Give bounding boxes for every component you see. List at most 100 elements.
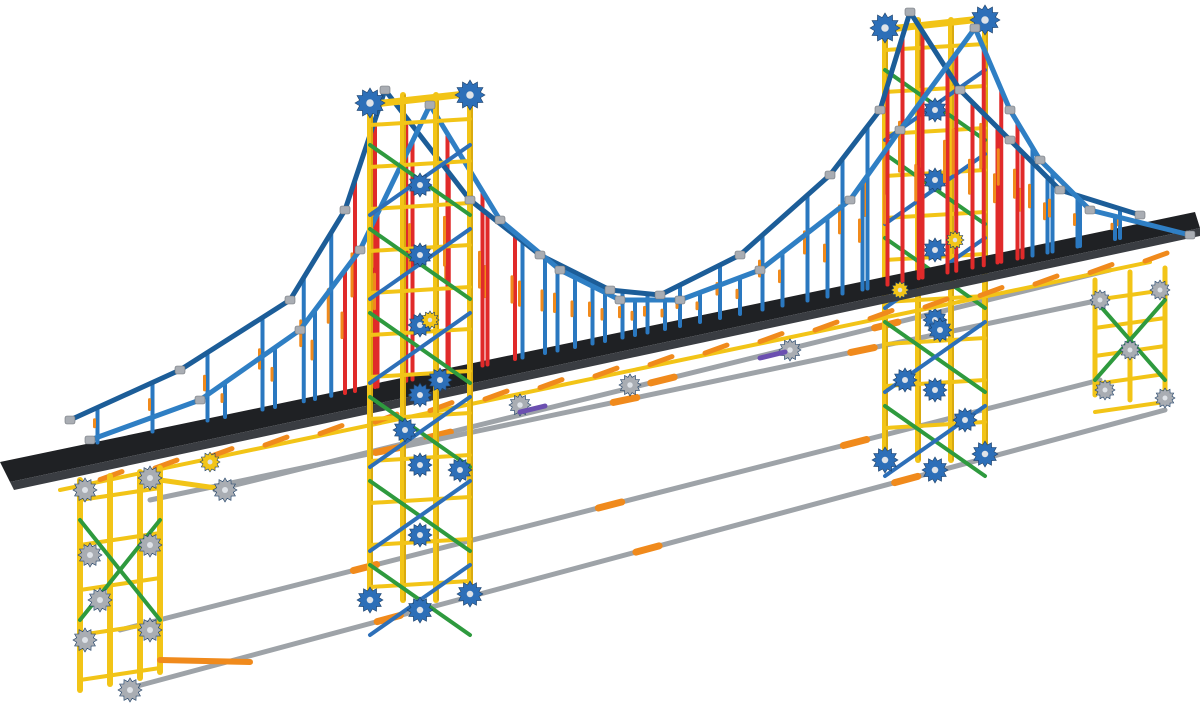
cable-clip (904, 7, 916, 17)
frame-gear (1089, 289, 1111, 311)
cable-clip (84, 435, 96, 445)
clip-body (424, 100, 436, 110)
frame-gear (117, 677, 143, 703)
frame-orange-rod (157, 657, 253, 665)
cable-clip (674, 295, 686, 305)
frame-gear (72, 627, 98, 653)
tower-base-gear (356, 586, 384, 614)
tower-base-gear (971, 440, 999, 468)
tower-beam (368, 495, 472, 505)
rod-coupler (647, 373, 678, 387)
frame-gear (212, 477, 238, 503)
clip-body (64, 415, 76, 425)
tower-top-gear (869, 12, 901, 44)
tower-beam (368, 117, 472, 127)
clip-body (674, 295, 686, 305)
cable-clip (734, 250, 746, 260)
tower-mid-gear (407, 242, 433, 268)
clip-body (1004, 105, 1016, 115)
cable-clip (1004, 105, 1016, 115)
gear-center (222, 487, 228, 493)
deck-crossbeam (812, 319, 840, 333)
cable-clip (604, 285, 616, 295)
deck-gear (778, 338, 802, 362)
gear-center (931, 466, 939, 474)
cable-clip (534, 250, 546, 260)
gear-center (147, 542, 153, 548)
clip-body (1034, 155, 1046, 165)
clip-body (534, 250, 546, 260)
cable-clip (494, 215, 506, 225)
clip-body (1184, 230, 1196, 240)
cable-clip (1084, 205, 1096, 215)
rod-coupler (839, 436, 871, 449)
frame-gear (137, 465, 163, 491)
clip-body (554, 265, 566, 275)
gear-center (402, 427, 408, 433)
cable-clip (844, 195, 856, 205)
gear-center (881, 24, 889, 32)
tower-deck-gear (447, 457, 473, 483)
tower-deck-gear (927, 317, 953, 343)
far-anchorage-frame (1089, 265, 1176, 414)
gear-center (457, 467, 463, 473)
cable-clip (174, 365, 186, 375)
cable-clip (969, 23, 981, 33)
gear-center (932, 107, 938, 113)
cable-clip (194, 395, 206, 405)
frame-gear (137, 532, 163, 558)
tower-brace (368, 395, 472, 469)
gear-center (87, 552, 93, 558)
tower-mid-gear (407, 172, 433, 198)
gear-center (1097, 297, 1103, 303)
tower-base-gear (406, 596, 434, 624)
cable-clip (339, 205, 351, 215)
cable-clip (424, 100, 436, 110)
deck-crossbeam (482, 388, 510, 402)
frame-gear (137, 617, 163, 643)
tower-yellow-gear (945, 230, 965, 250)
cable-clip (1034, 155, 1046, 165)
gear-center (417, 252, 423, 258)
tower-beam (883, 336, 987, 346)
clip-body (1054, 185, 1066, 195)
clip-body (379, 85, 391, 95)
clip-body (824, 170, 836, 180)
clip-body (954, 85, 966, 95)
tower-deck-gear (427, 367, 453, 393)
tower-beam (368, 159, 472, 169)
gear-center (517, 402, 523, 408)
frame-gear (87, 587, 113, 613)
tower-brace (368, 311, 472, 385)
cable-clip (379, 85, 391, 95)
clip-body (604, 285, 616, 295)
clip-body (284, 295, 296, 305)
frame-gear (1094, 379, 1116, 401)
deck-gear (618, 373, 642, 397)
deck-purple-rod (517, 403, 548, 415)
gear-center (952, 237, 958, 243)
tower-mid-gear (407, 452, 433, 478)
deck-crossbeam (702, 342, 730, 356)
gear-center (937, 327, 943, 333)
tower-mid-gear (407, 522, 433, 548)
cable-clip (284, 295, 296, 305)
cable-clip (1184, 230, 1196, 240)
deck-crossbeam (977, 285, 1005, 299)
gear-center (147, 627, 153, 633)
clip-body (754, 265, 766, 275)
left-tower (354, 79, 486, 637)
suspender-hangers (93, 29, 1122, 445)
clip-body (1084, 205, 1096, 215)
gear-center (932, 387, 938, 393)
rod-coupler (609, 394, 641, 406)
gear-center (787, 347, 793, 353)
tower-base-gear (871, 446, 899, 474)
tower-top-gear (454, 79, 486, 111)
gear-center (627, 382, 633, 388)
tower-top-gear (354, 87, 386, 119)
cable-clip (1004, 135, 1016, 145)
clip-body (464, 195, 476, 205)
